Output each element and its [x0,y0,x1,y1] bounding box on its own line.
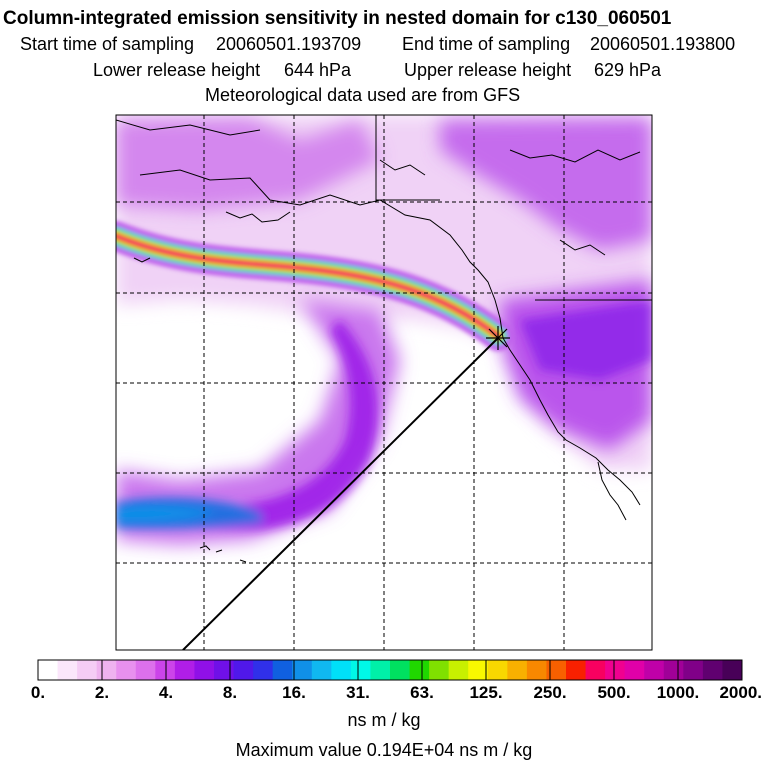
colorbar-swatch [429,660,450,680]
upper-release-label: Upper release height [404,60,572,80]
colorbar-unit: ns m / kg [347,710,421,730]
lower-release-value: 644 hPa [284,60,352,80]
lower-release-label: Lower release height [93,60,261,80]
release-point-marker [486,326,510,350]
colorbar-swatch [253,660,274,680]
colorbar-swatch [370,660,391,680]
colorbar-swatch [468,660,489,680]
end-time-value: 20060501.193800 [590,34,736,54]
map-panel [116,115,652,650]
colorbar-swatch [292,660,313,680]
colorbar-swatch [57,660,78,680]
colorbar-tick-label: 1000. [657,683,700,702]
map-title: Column-integrated emission sensitivity i… [3,8,672,29]
colorbar-swatch [331,660,352,680]
colorbar-swatch [683,660,704,680]
colorbar-tick-label: 2. [95,683,109,702]
colorbar-swatch [507,660,528,680]
maximum-value: Maximum value 0.194E+04 ns m / kg [235,740,533,760]
colorbar-tick-label: 8. [223,683,237,702]
colorbar: 0. 2. 4. 8. 16. 31. 63. 125. 250. 500. 1000. 2000. [31,659,762,702]
colorbar-tick-label: 0. [31,683,45,702]
colorbar-swatch [272,660,293,680]
start-time-value: 20060501.193709 [216,34,362,54]
colorbar-swatch [38,660,59,680]
colorbar-tick-label: 4. [159,683,173,702]
start-time-label: Start time of sampling [20,34,195,54]
colorbar-tick-label: 125. [469,683,502,702]
end-time-label: End time of sampling [402,34,571,54]
colorbar-swatch [155,660,176,680]
colorbar-swatch [350,660,371,680]
flight-track-line [182,337,499,650]
colorbar-swatch [194,660,215,680]
colorbar-swatch [605,660,626,680]
colorbar-tick-label: 16. [282,683,306,702]
colorbar-swatch [644,660,665,680]
colorbar-swatch [585,660,606,680]
upper-release-value: 629 hPa [594,60,662,80]
colorbar-swatch [409,660,430,680]
colorbar-tick-label: 31. [346,683,370,702]
colorbar-swatch [663,660,684,680]
coastlines [116,115,652,563]
colorbar-swatch [214,660,235,680]
colorbar-swatch [96,660,117,680]
colorbar-swatch [722,660,743,680]
colorbar-swatch [526,660,547,680]
colorbar-swatch [390,660,411,680]
met-data-line: Meteorological data used are from GFS [205,85,521,105]
colorbar-swatch [566,660,587,680]
colorbar-swatch [174,660,195,680]
colorbar-tick-label: 2000. [719,683,762,702]
colorbar-tick-label: 500. [597,683,630,702]
colorbar-swatch [487,660,508,680]
colorbar-swatch [77,660,98,680]
colorbar-tick-label: 250. [533,683,566,702]
colorbar-swatch [311,660,332,680]
colorbar-swatch [233,660,254,680]
colorbar-swatch [624,660,645,680]
colorbar-swatch [448,660,469,680]
map-frame [115,114,653,651]
colorbar-tick-label: 63. [410,683,434,702]
sensitivity-plume [116,221,513,351]
colorbar-swatch [116,660,137,680]
colorbar-swatch [135,660,156,680]
sensitivity-field-dense [116,300,652,530]
colorbar-swatch [702,660,723,680]
map-grid [116,115,652,650]
colorbar-swatch [546,660,567,680]
